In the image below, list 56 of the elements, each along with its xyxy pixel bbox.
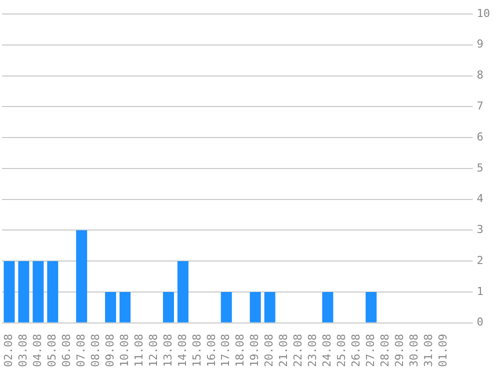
x-tick-label: 24.08 xyxy=(320,334,334,368)
x-tick-label: 31.08 xyxy=(422,334,435,368)
y-tick-label: 6 xyxy=(476,130,484,144)
bar xyxy=(120,292,131,322)
x-tick-label: 21.08 xyxy=(277,334,290,368)
bar xyxy=(47,261,58,322)
bar xyxy=(105,292,116,322)
x-tick-label: 06.08 xyxy=(60,334,73,368)
x-tick-label: 07.08 xyxy=(74,334,88,368)
x-tick-label: 28.08 xyxy=(378,334,392,368)
y-tick-label: 8 xyxy=(476,68,484,82)
x-tick-label: 30.08 xyxy=(407,334,420,368)
x-tick-label: 09.08 xyxy=(103,334,116,368)
bar xyxy=(177,261,188,322)
bar xyxy=(18,261,30,322)
y-tick-label: 2 xyxy=(476,254,484,267)
x-tick-label: 19.08 xyxy=(248,334,262,368)
x-tick-label: 12.08 xyxy=(146,334,160,368)
y-tick-label: 5 xyxy=(476,161,484,174)
bar xyxy=(220,292,232,322)
bar xyxy=(76,230,88,322)
x-tick-label: 04.08 xyxy=(31,334,44,368)
x-tick-label: 11.08 xyxy=(132,334,146,368)
x-tick-label: 23.08 xyxy=(306,334,320,368)
x-tick-label: 08.08 xyxy=(88,334,102,368)
bar xyxy=(366,292,377,322)
x-tick-label: 25.08 xyxy=(335,334,348,368)
x-tick-label: 13.08 xyxy=(161,334,174,368)
bar xyxy=(322,292,334,322)
x-tick-label: 16.08 xyxy=(204,334,218,368)
x-tick-label: 01.09 xyxy=(436,334,450,368)
x-tick-label: 18.08 xyxy=(234,334,247,368)
y-tick-label: 10 xyxy=(476,6,490,20)
y-tick-label: 7 xyxy=(476,100,484,113)
x-tick-label: 14.08 xyxy=(176,334,189,368)
bar xyxy=(264,292,276,322)
x-tick-label: 27.08 xyxy=(364,334,377,368)
y-tick-label: 1 xyxy=(476,284,484,298)
x-tick-label: 17.08 xyxy=(219,334,232,368)
bar xyxy=(4,261,15,322)
bar xyxy=(32,261,44,322)
bar xyxy=(162,292,174,322)
x-tick-label: 22.08 xyxy=(292,334,305,368)
y-tick-label: 0 xyxy=(476,316,484,329)
y-tick-label: 4 xyxy=(476,192,484,206)
y-tick-label: 9 xyxy=(476,38,484,51)
x-tick-label: 20.08 xyxy=(262,334,276,368)
y-tick-label: 3 xyxy=(476,223,484,236)
x-tick-label: 10.08 xyxy=(118,334,131,368)
x-tick-label: 03.08 xyxy=(16,334,30,368)
x-tick-label: 29.08 xyxy=(392,334,406,368)
x-tick-label: 26.08 xyxy=(350,334,363,368)
x-tick-label: 15.08 xyxy=(190,334,204,368)
x-tick-label: 02.08 xyxy=(2,334,16,368)
x-tick-label: 05.08 xyxy=(46,334,59,368)
bar xyxy=(250,292,261,322)
